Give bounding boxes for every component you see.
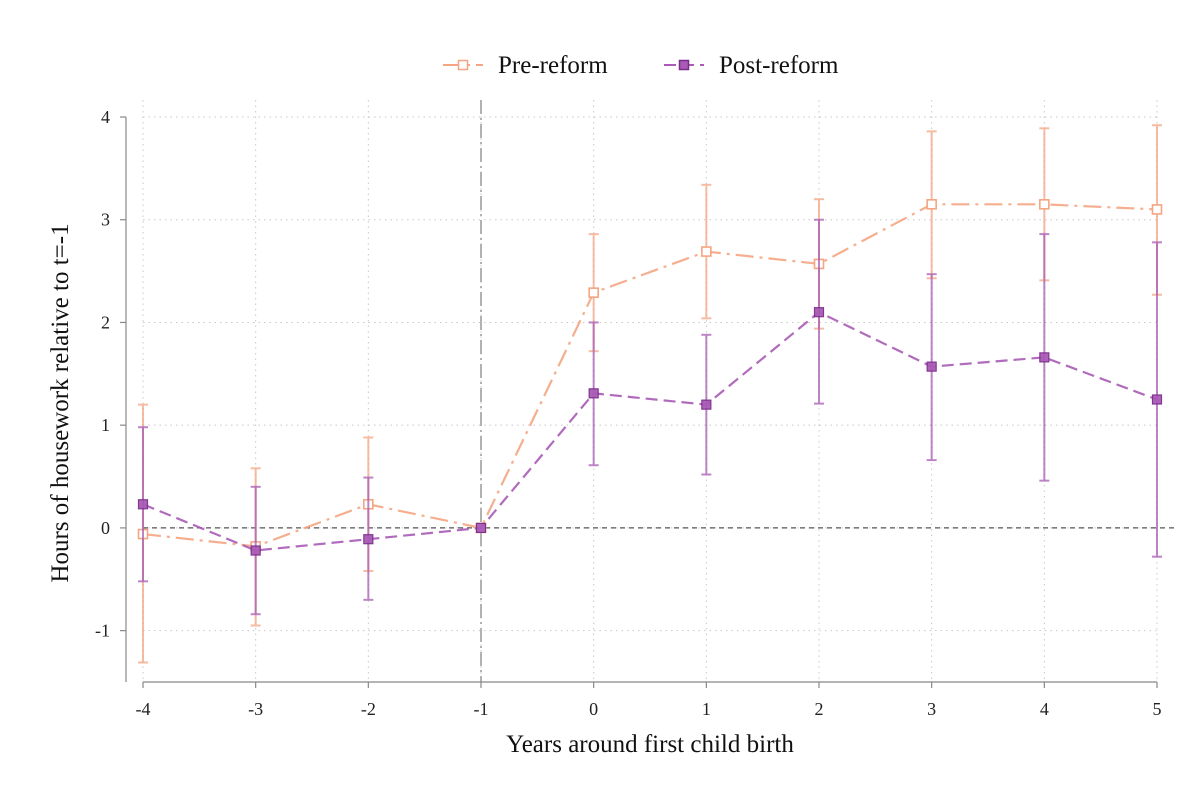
data-point	[1151, 394, 1163, 405]
grid-lines	[142, 100, 1158, 682]
y-axis-label: Hours of housework relative to t=-1	[47, 223, 74, 582]
data-point	[588, 388, 599, 399]
y-tick-label: 1	[101, 415, 110, 435]
series-group	[137, 124, 1163, 664]
legend-item: Post-reform	[664, 52, 839, 79]
legend-marker	[678, 59, 690, 71]
y-tick-label: 0	[101, 518, 110, 538]
x-tick-label: -2	[361, 699, 376, 719]
data-point	[701, 399, 712, 410]
data-point	[701, 246, 712, 257]
reference-lines	[143, 100, 1175, 682]
series-post-reform	[137, 218, 1163, 616]
legend-marker	[457, 59, 469, 71]
legend: Pre-reform Post-reform	[443, 52, 839, 79]
x-tick-label: 3	[927, 699, 936, 719]
legend-label: Post-reform	[719, 52, 839, 79]
y-tick-label: 3	[101, 210, 110, 230]
series-line	[142, 203, 1158, 548]
axes: -1 0 1 2 3 4 -4 -3 -2 -1 0 1 2 3 4 5	[95, 107, 1162, 719]
legend-item: Pre-reform	[443, 52, 608, 79]
x-tick-label: 4	[1040, 699, 1049, 719]
series-line	[142, 310, 1158, 552]
data-point	[363, 534, 374, 545]
legend-label: Pre-reform	[498, 52, 608, 79]
data-point	[1151, 204, 1163, 215]
x-tick-label: 2	[815, 699, 824, 719]
data-point	[137, 499, 149, 510]
data-point	[475, 522, 487, 534]
data-point	[813, 307, 825, 318]
x-tick-label: -4	[136, 699, 151, 719]
data-point	[588, 287, 599, 298]
y-tick-label: 2	[101, 312, 110, 332]
data-point	[926, 361, 937, 372]
x-tick-label: -3	[248, 699, 263, 719]
x-tick-label: 5	[1153, 699, 1162, 719]
x-tick-label: 1	[702, 699, 711, 719]
y-tick-label: 4	[101, 107, 110, 127]
data-point	[926, 199, 937, 210]
series-pre-reform	[137, 124, 1163, 664]
data-point	[1039, 199, 1050, 210]
y-tick-label: -1	[95, 621, 110, 641]
x-tick-label: 0	[589, 699, 598, 719]
x-axis-label: Years around first child birth	[506, 731, 794, 758]
data-point	[250, 545, 261, 556]
x-tick-label: -1	[474, 699, 489, 719]
data-point	[1039, 352, 1050, 363]
